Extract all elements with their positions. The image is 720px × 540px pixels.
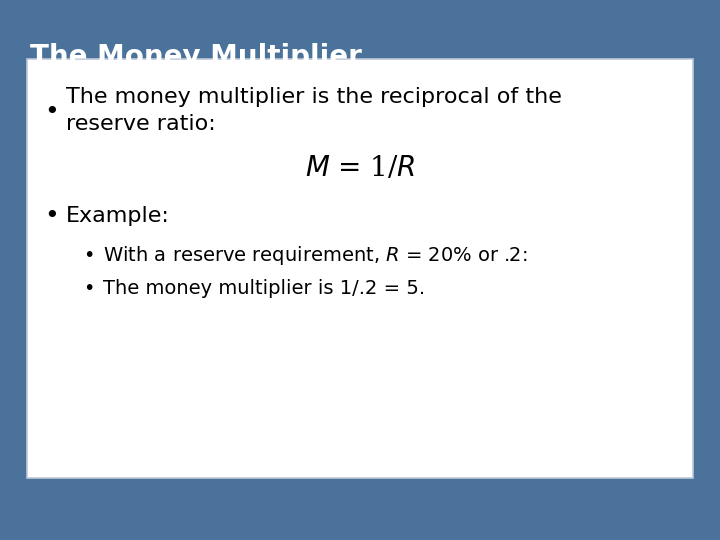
Text: •: • bbox=[83, 279, 94, 299]
Text: •: • bbox=[45, 100, 59, 124]
Text: The Money Multiplier: The Money Multiplier bbox=[30, 43, 362, 71]
Text: reserve ratio:: reserve ratio: bbox=[66, 114, 216, 134]
FancyBboxPatch shape bbox=[27, 59, 693, 478]
Text: Example:: Example: bbox=[66, 206, 170, 226]
Text: With a reserve requirement, $\mathit{R}$ = 20% or .2:: With a reserve requirement, $\mathit{R}$… bbox=[103, 244, 527, 267]
Text: The money multiplier is 1/.2 = 5.: The money multiplier is 1/.2 = 5. bbox=[103, 279, 425, 299]
Text: •: • bbox=[83, 246, 94, 265]
Text: •: • bbox=[45, 204, 59, 228]
Text: $\mathit{M}$ = 1/$\mathit{R}$: $\mathit{M}$ = 1/$\mathit{R}$ bbox=[305, 155, 415, 182]
Text: The money multiplier is the reciprocal of the: The money multiplier is the reciprocal o… bbox=[66, 87, 562, 107]
